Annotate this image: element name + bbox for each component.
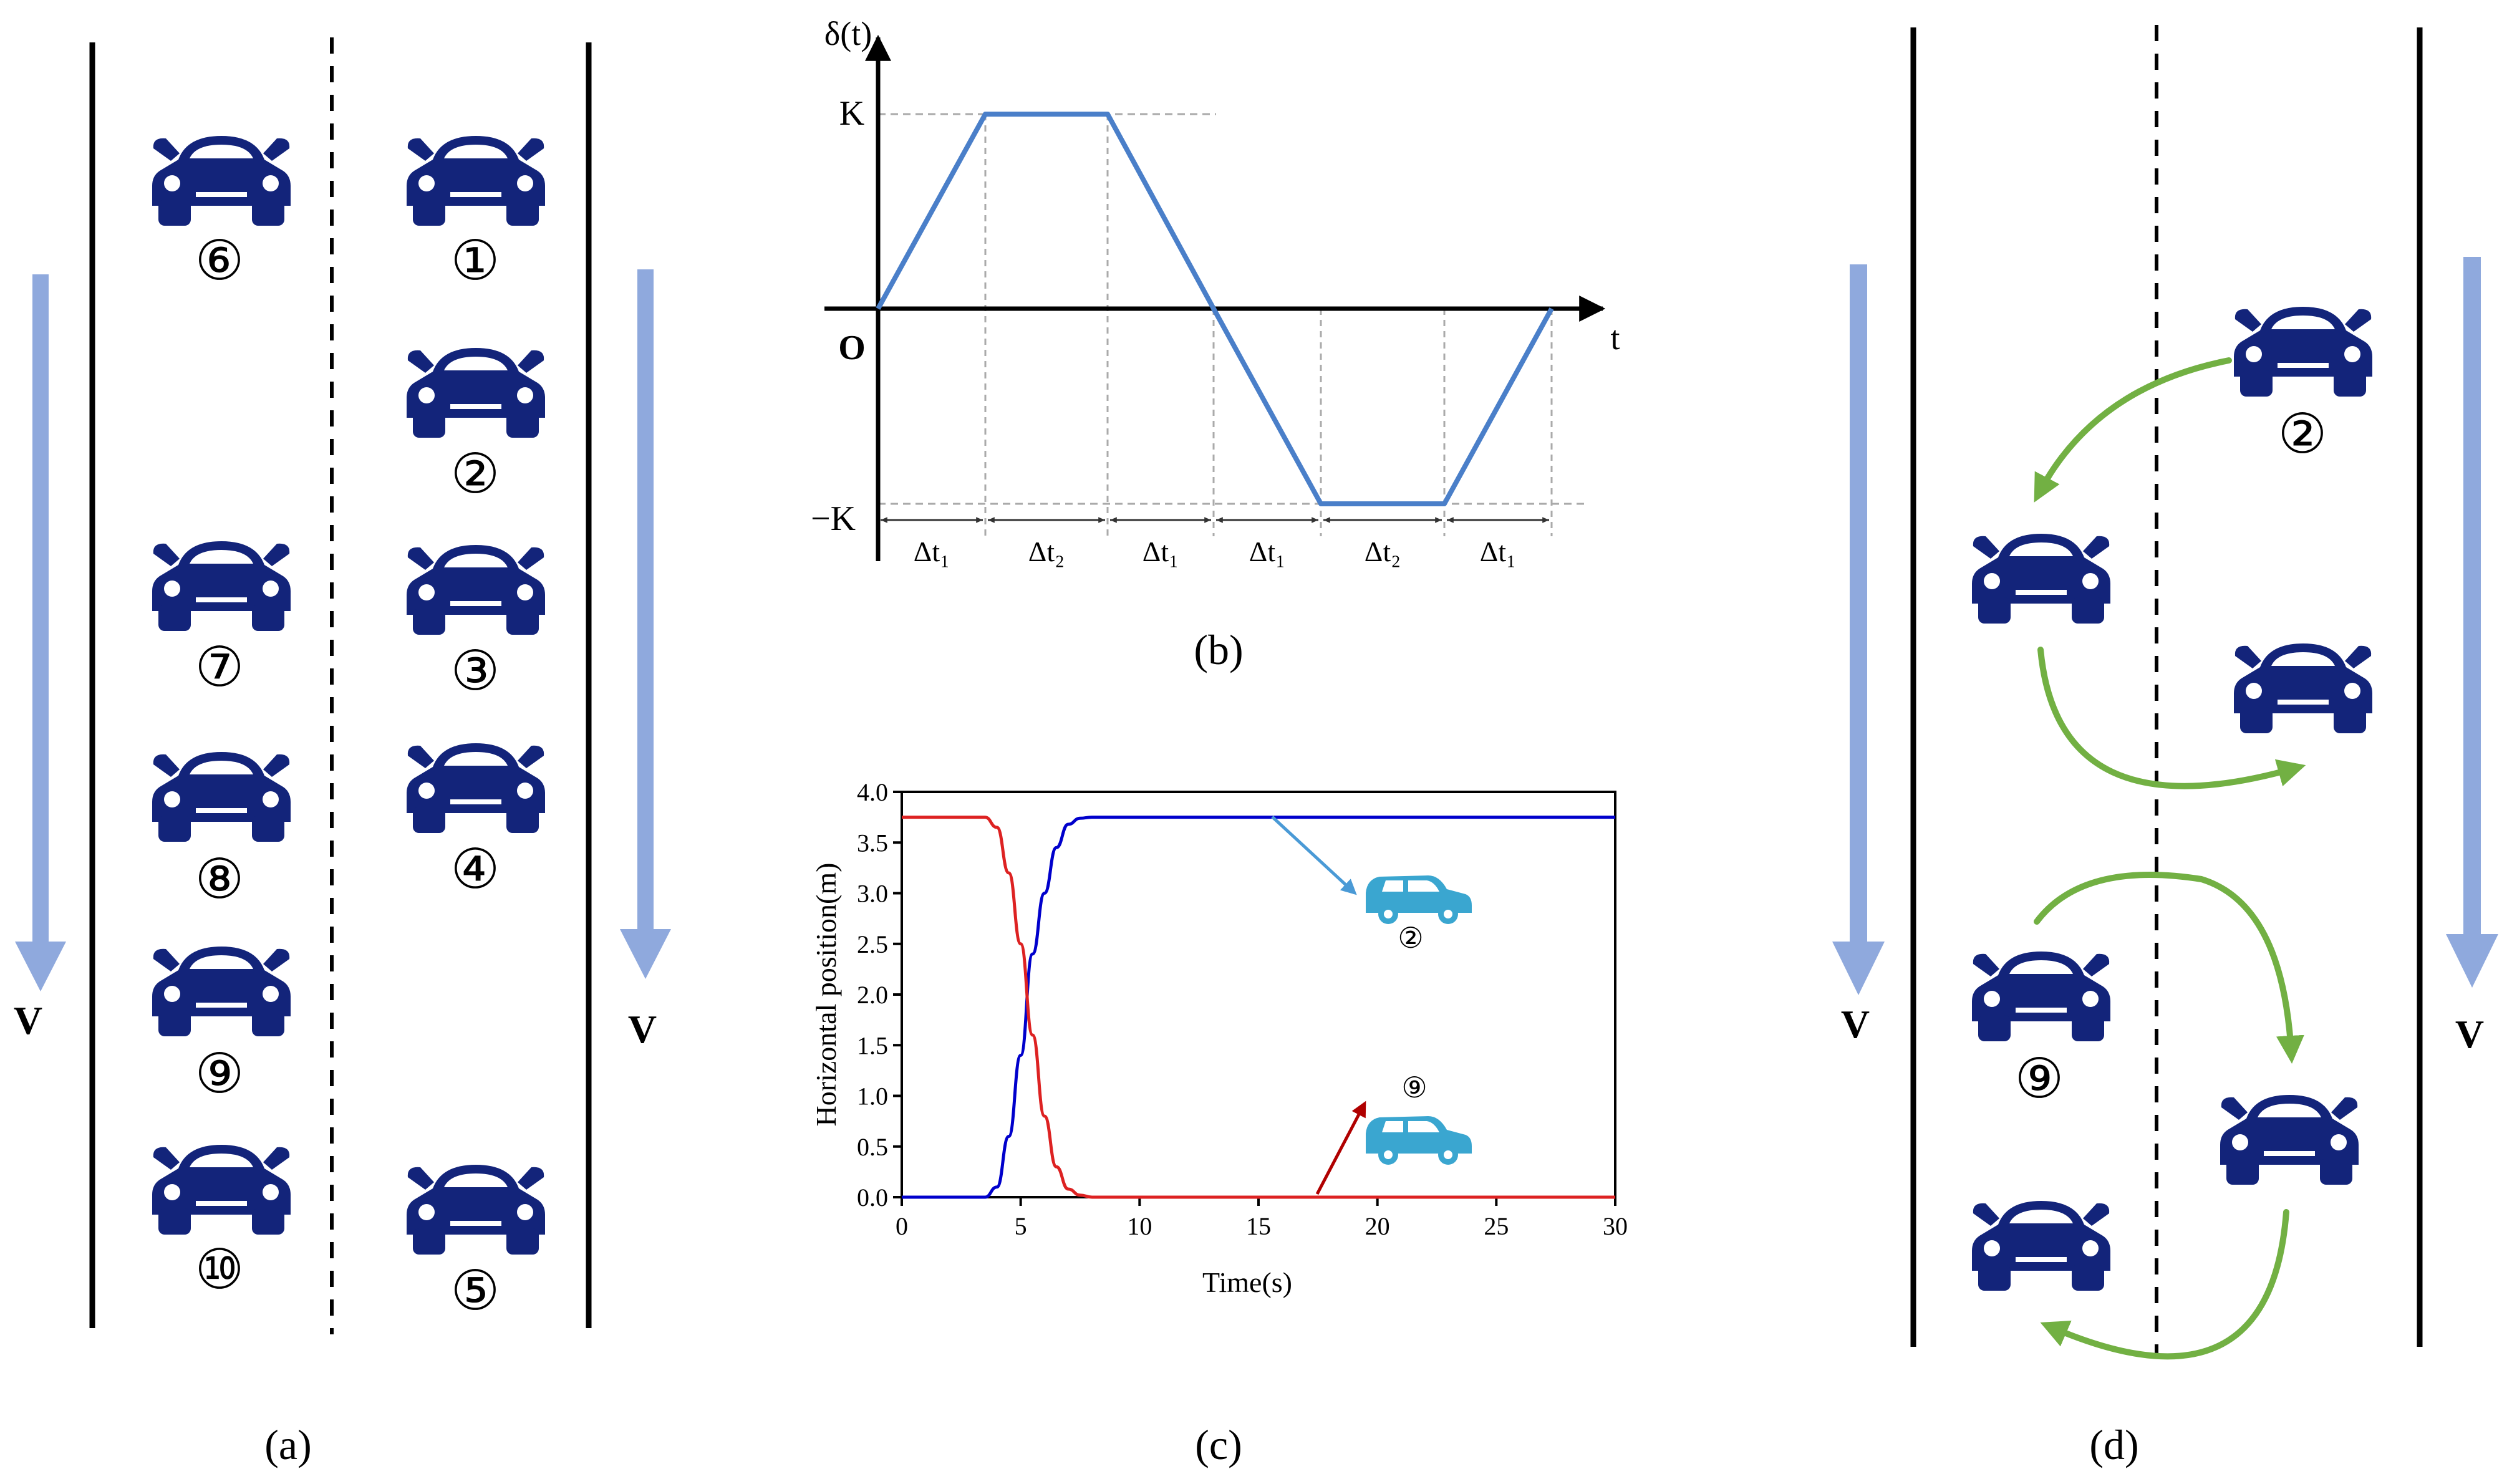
car-9-label: ⑨: [195, 1041, 244, 1106]
y-tick-label: 1.0: [857, 1082, 888, 1111]
axis-ticks: 0 5 10 15 20 25 30 0.0 0.5 1.0 1.5 2.0 2.5 3.0 3.5 4.0: [857, 778, 1628, 1240]
x-tick-label: 10: [1127, 1212, 1152, 1240]
trajectory-car-9-to-right: [2034, 871, 2304, 1064]
interval-label-5: Δt₂: [1365, 536, 1401, 567]
d-flow-arrow-left: [1832, 264, 1885, 995]
interval-label-1: Δt₁: [914, 536, 950, 567]
car-6-label: ⑥: [195, 228, 244, 292]
trajectory-left-to-right: [2037, 647, 2306, 789]
d-flow-arrow-right: [2446, 257, 2498, 988]
car-2-icon: [407, 348, 545, 438]
steering-angle-profile: [876, 112, 1554, 506]
trajectory-right-to-left: [2040, 1209, 2289, 1360]
car-5-icon: [407, 1165, 545, 1255]
c-x-axis-label: Time(s): [1202, 1266, 1292, 1298]
y-tick-label: 4.0: [857, 778, 888, 806]
d-car-9-label: ⑨: [2015, 1046, 2064, 1111]
y-tick-label: 3.5: [857, 829, 888, 857]
series-line-2: [902, 816, 1615, 1199]
interval-label-2: Δt₂: [1028, 536, 1065, 567]
car-10-label: ⑩: [195, 1237, 244, 1301]
series-line-1: [902, 816, 1615, 1199]
d-car-left-upper-icon: [1972, 534, 2110, 624]
x-tick-label: 0: [896, 1212, 908, 1240]
trajectory-car-2-to-left: [2034, 357, 2232, 503]
c-y-axis-label: Horizontal position(m): [810, 863, 842, 1127]
b-neg-k-label: −K: [811, 499, 856, 538]
panel-b-steering-profile: Δt₁ Δt₂ Δt₁ Δt₁ Δt₂ Δt₁ δ(t) t O K −K (b…: [811, 15, 1620, 673]
velocity-label-left: V: [14, 998, 42, 1043]
d-car-9-icon: [1972, 952, 2110, 1041]
car-9-annotation-arrow: [1315, 1101, 1366, 1195]
car-5-label: ⑤: [451, 1258, 500, 1323]
x-tick-label: 5: [1015, 1212, 1027, 1240]
x-tick-label: 25: [1484, 1212, 1509, 1240]
flow-arrow-left: [15, 274, 66, 991]
panel-c-position-chart: 0 5 10 15 20 25 300.00.51.01.52.02.53.03.54.0 …: [810, 778, 1628, 1468]
x-tick-label: 15: [1246, 1212, 1271, 1240]
car-7-icon: [152, 541, 291, 631]
interval-guides: [984, 114, 1553, 536]
y-tick-label: 0.0: [857, 1183, 888, 1212]
car-2-annotation-label: ②: [1398, 921, 1423, 955]
car-4-label: ④: [451, 837, 500, 901]
interval-label-3: Δt₁: [1143, 536, 1179, 567]
panel-a-road-diagram: V V ⑥ ① ② ⑦ ③ ⑧ ④ ⑨ ⑩ ⑤ (a): [14, 37, 671, 1468]
car-8-label: ⑧: [195, 847, 244, 911]
y-tick-label: 1.5: [857, 1031, 888, 1059]
panel-c-caption: (c): [1195, 1421, 1242, 1468]
flow-arrow-right: [620, 269, 671, 979]
car-2-label: ②: [451, 441, 500, 506]
car-6-icon: [152, 136, 291, 226]
car-1-label: ①: [451, 228, 500, 292]
y-tick-label: 0.5: [857, 1133, 888, 1161]
car-8-icon: [152, 752, 291, 842]
d-velocity-label-left: V: [1841, 1002, 1870, 1046]
car-3-label: ③: [451, 638, 500, 703]
x-tick-label: 20: [1365, 1212, 1390, 1240]
panel-b-caption: (b): [1194, 626, 1243, 673]
car-9-suv-icon: [1366, 1116, 1472, 1165]
car-2-suv-icon: [1366, 875, 1472, 924]
d-car-left-lower-icon: [1972, 1201, 2110, 1291]
d-car-2-label: ②: [2278, 402, 2327, 466]
car-2-annotation-arrow: [1271, 816, 1357, 895]
car-4-icon: [407, 743, 545, 833]
velocity-label-right: V: [628, 1007, 657, 1051]
panel-d-caption: (d): [2089, 1421, 2138, 1468]
panel-a-caption: (a): [264, 1421, 311, 1468]
b-y-axis-label: δ(t): [824, 15, 872, 52]
d-car-right-upper-icon: [2234, 643, 2372, 733]
chart-series: [902, 816, 1615, 1199]
car-7-label: ⑦: [195, 635, 244, 699]
b-k-label: K: [839, 94, 864, 133]
y-tick-label: 3.0: [857, 880, 888, 908]
y-tick-label: 2.5: [857, 930, 888, 958]
d-car-right-lower-icon: [2220, 1095, 2359, 1185]
car-9-icon: [152, 947, 291, 1036]
interval-label-6: Δt₁: [1480, 536, 1516, 567]
y-tick-label: 2.0: [857, 981, 888, 1009]
car-1-icon: [407, 136, 545, 226]
d-car-2-icon: [2234, 307, 2372, 397]
interval-label-4: Δt₁: [1249, 536, 1285, 567]
x-tick-label: 30: [1603, 1212, 1628, 1240]
b-origin-label: O: [838, 329, 866, 367]
b-x-axis-label: t: [1610, 319, 1620, 357]
d-velocity-label-right: V: [2455, 1012, 2484, 1056]
car-9-annotation-label: ⑨: [1401, 1071, 1427, 1104]
panel-d-lane-change-diagram: V V ② ⑨ (d): [1832, 25, 2498, 1468]
car-10-icon: [152, 1145, 291, 1235]
car-3-icon: [407, 545, 545, 635]
